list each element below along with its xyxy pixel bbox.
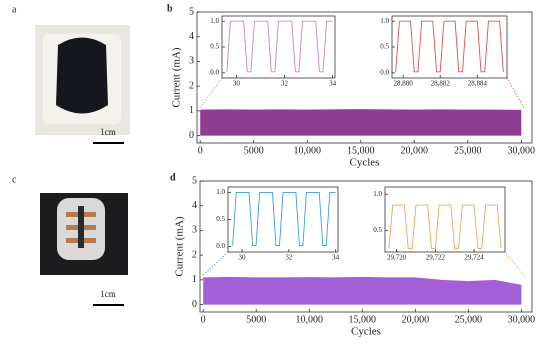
photo-c [40, 193, 128, 306]
y-tick-label: 3 [192, 225, 197, 236]
y-tick-label: 1 [192, 274, 197, 285]
current-trace [226, 20, 333, 73]
panel-label: c [12, 174, 17, 185]
panel-label: a [12, 4, 17, 15]
current-trace [395, 20, 504, 73]
callout [199, 77, 223, 108]
y-tick-label: 2 [189, 80, 194, 91]
y-tick-label: 3 [189, 56, 194, 67]
y-tick-label: 5 [189, 6, 194, 17]
device [56, 37, 108, 114]
gap [78, 206, 84, 248]
y-axis-label: Current (mA) [171, 47, 183, 108]
y-tick-label: 1.0 [210, 17, 219, 25]
scale-label: 1cm [100, 289, 116, 299]
y-tick-label: 0.5 [216, 215, 225, 223]
y-tick-label: 4 [192, 200, 197, 211]
panel-label: b [167, 3, 173, 14]
x-tick-label: 34 [332, 254, 340, 262]
x-tick-label: 32 [285, 254, 293, 262]
y-tick-label: 5 [192, 175, 197, 186]
x-tick-label: 29,720 [387, 254, 407, 262]
current-band [203, 276, 522, 305]
x-tick-label: 10,000 [296, 314, 324, 325]
current-trace [232, 191, 336, 246]
y-tick-label: 1.0 [380, 17, 389, 25]
x-tick-label: 28,884 [468, 80, 488, 88]
x-tick-label: 15,000 [347, 145, 375, 156]
current-band [200, 109, 522, 136]
current-trace [388, 204, 502, 249]
y-tick-label: 0.5 [210, 43, 219, 51]
x-axis-label: Cycles [351, 326, 381, 338]
callout [202, 251, 229, 276]
y-tick-label: 1 [189, 105, 194, 116]
x-tick-label: 29,724 [464, 254, 484, 262]
x-tick-label: 30 [239, 254, 247, 262]
y-tick-label: 1.0 [216, 188, 225, 196]
x-tick-label: 25,000 [454, 145, 482, 156]
callout [506, 77, 525, 108]
callout [504, 251, 525, 276]
x-tick-label: 10,000 [293, 145, 321, 156]
x-tick-label: 32 [281, 80, 289, 88]
y-tick-label: 4 [189, 31, 194, 42]
x-axis-label: Cycles [350, 157, 380, 169]
x-tick-label: 5000 [244, 145, 264, 156]
x-tick-label: 29,722 [426, 254, 446, 262]
y-tick-label: 2 [192, 249, 197, 260]
y-tick-label: 0.5 [380, 43, 389, 51]
x-tick-label: 5000 [246, 314, 266, 325]
plot-frame [196, 11, 533, 144]
photo-a [35, 25, 130, 144]
x-tick-label: 20,000 [401, 145, 429, 156]
x-tick-label: 30,000 [508, 145, 536, 156]
y-tick-label: 0.0 [210, 68, 219, 76]
x-tick-label: 30,000 [508, 314, 536, 325]
inset-frame [384, 186, 506, 253]
x-tick-label: 20,000 [402, 314, 430, 325]
y-tick-label: 1.0 [373, 190, 382, 198]
y-axis-label: Current (mA) [174, 216, 186, 277]
y-tick-label: 0.5 [373, 226, 382, 234]
x-tick-label: 34 [329, 80, 337, 88]
x-tick-label: 25,000 [455, 314, 483, 325]
y-tick-label: 0.0 [380, 68, 389, 76]
x-tick-label: 0 [198, 145, 203, 156]
inset-frame [391, 15, 508, 79]
plot-frame [199, 180, 533, 313]
x-tick-label: 28,882 [431, 80, 451, 88]
x-tick-label: 30 [233, 80, 241, 88]
y-tick-label: 0 [189, 130, 194, 141]
panel-label: d [170, 172, 176, 183]
x-tick-label: 28,880 [394, 80, 414, 88]
x-tick-label: 15,000 [349, 314, 377, 325]
x-tick-label: 0 [201, 314, 206, 325]
scale-label: 1cm [100, 127, 116, 137]
y-tick-label: 0 [192, 299, 197, 310]
y-tick-label: 0.0 [216, 242, 225, 250]
